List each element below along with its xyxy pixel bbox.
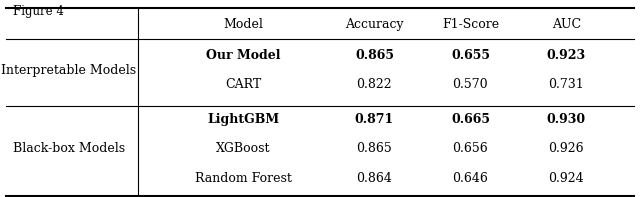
Text: 0.930: 0.930 (547, 113, 586, 126)
Text: 0.822: 0.822 (356, 78, 392, 91)
Text: 0.646: 0.646 (452, 172, 488, 185)
Text: 0.665: 0.665 (451, 113, 490, 126)
Text: Random Forest: Random Forest (195, 172, 292, 185)
Text: Accuracy: Accuracy (345, 18, 404, 31)
Text: 0.865: 0.865 (356, 142, 392, 155)
Text: 0.871: 0.871 (355, 113, 394, 126)
Text: F1-Score: F1-Score (442, 18, 499, 31)
Text: LightGBM: LightGBM (207, 113, 279, 126)
Text: Interpretable Models: Interpretable Models (1, 64, 136, 77)
Text: Figure 4: Figure 4 (13, 5, 63, 18)
Text: 0.923: 0.923 (547, 49, 586, 62)
Text: 0.656: 0.656 (452, 142, 488, 155)
Text: AUC: AUC (552, 18, 581, 31)
Text: XGBoost: XGBoost (216, 142, 271, 155)
Text: 0.570: 0.570 (452, 78, 488, 91)
Text: Model: Model (223, 18, 263, 31)
Text: CART: CART (225, 78, 261, 91)
Text: 0.731: 0.731 (548, 78, 584, 91)
Text: 0.865: 0.865 (355, 49, 394, 62)
Text: Black-box Models: Black-box Models (13, 142, 125, 155)
Text: 0.924: 0.924 (548, 172, 584, 185)
Text: Our Model: Our Model (206, 49, 280, 62)
Text: 0.926: 0.926 (548, 142, 584, 155)
Text: 0.655: 0.655 (451, 49, 490, 62)
Text: 0.864: 0.864 (356, 172, 392, 185)
